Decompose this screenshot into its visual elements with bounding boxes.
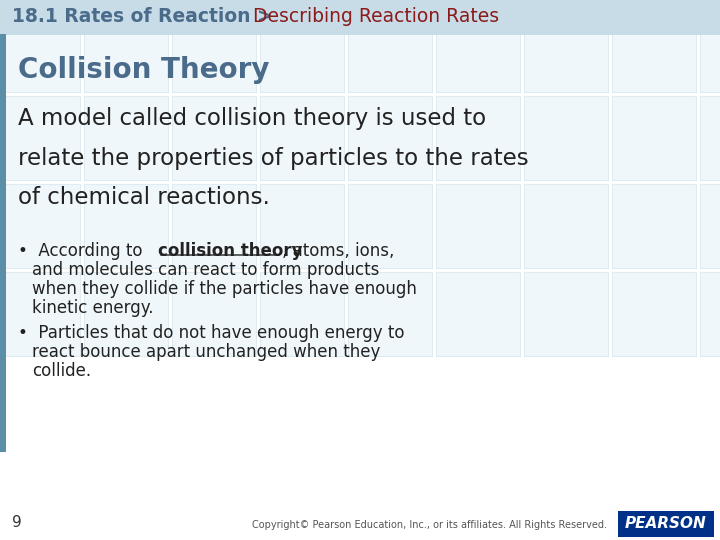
Text: and molecules can react to form products: and molecules can react to form products [32,261,379,279]
Bar [436,96,520,180]
Bar [436,0,520,4]
Bar [0,96,80,180]
Text: Collision Theory: Collision Theory [18,56,269,84]
Bar [260,184,344,268]
Bar [436,8,520,92]
Bar [700,96,720,180]
Bar [172,272,256,356]
Bar [0,8,80,92]
Bar [612,96,696,180]
Text: 18.1 Rates of Reaction >: 18.1 Rates of Reaction > [12,8,279,26]
Bar [260,96,344,180]
Bar [84,96,168,180]
Bar [700,184,720,268]
Bar [700,0,720,4]
Bar [260,272,344,356]
Bar [524,8,608,92]
Bar [612,8,696,92]
Bar [436,184,520,268]
Text: Describing Reaction Rates: Describing Reaction Rates [253,8,499,26]
Bar [172,0,256,4]
Bar [348,96,432,180]
Bar [0,34,6,452]
Bar [0,0,720,35]
Bar [524,0,608,4]
Bar [260,0,344,4]
Text: when they collide if the particles have enough: when they collide if the particles have … [32,280,417,298]
Text: A model called collision theory is used to: A model called collision theory is used … [18,106,486,130]
Text: •  According to: • According to [18,242,148,260]
Bar [348,0,432,4]
Bar [0,184,80,268]
Text: , atoms, ions,: , atoms, ions, [282,242,395,260]
Text: •  Particles that do not have enough energy to: • Particles that do not have enough ener… [18,324,405,342]
Bar [612,0,696,4]
Bar [524,96,608,180]
Bar [348,184,432,268]
Bar [612,184,696,268]
Bar [700,8,720,92]
Bar [524,184,608,268]
Bar [524,272,608,356]
Text: of chemical reactions.: of chemical reactions. [18,186,270,210]
Text: react bounce apart unchanged when they: react bounce apart unchanged when they [32,343,380,361]
Bar [84,8,168,92]
Text: PEARSON: PEARSON [625,516,707,531]
Bar [0,0,80,4]
Bar [436,272,520,356]
Text: Copyright© Pearson Education, Inc., or its affiliates. All Rights Reserved.: Copyright© Pearson Education, Inc., or i… [253,520,608,530]
Text: kinetic energy.: kinetic energy. [32,299,153,317]
Text: collision theory: collision theory [158,242,302,260]
Bar [0,272,80,356]
Bar [700,272,720,356]
Bar [348,8,432,92]
Text: 9: 9 [12,515,22,530]
Bar [260,8,344,92]
Bar [172,8,256,92]
Text: relate the properties of particles to the rates: relate the properties of particles to th… [18,146,528,170]
Bar [84,184,168,268]
Bar [84,272,168,356]
Bar [84,0,168,4]
Bar [618,511,714,537]
Bar [612,272,696,356]
Bar [172,184,256,268]
Bar [348,272,432,356]
Text: collide.: collide. [32,362,91,380]
Bar [172,96,256,180]
